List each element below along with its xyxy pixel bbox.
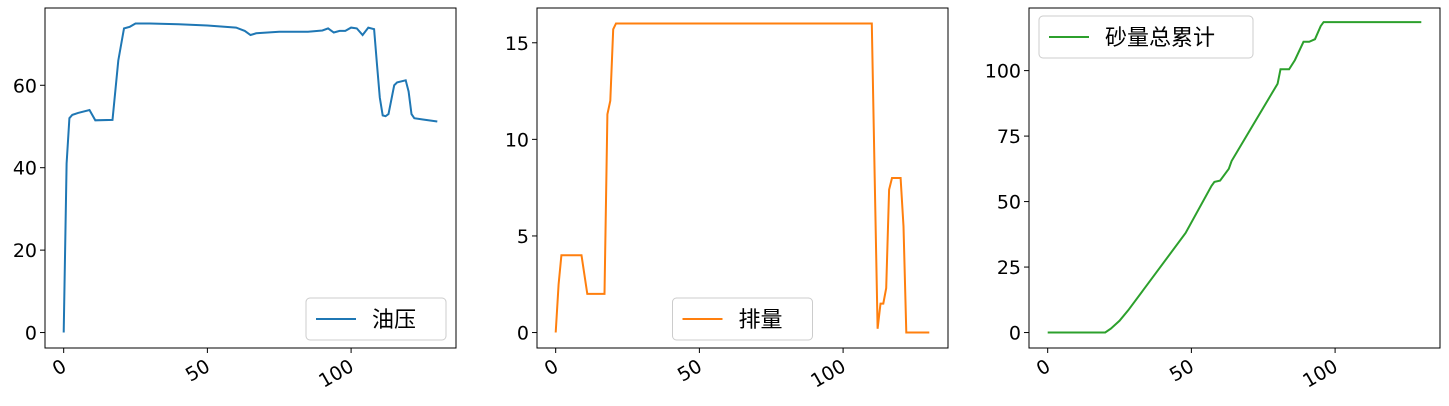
- legend-box: [672, 297, 813, 341]
- y-tick-label: 60: [13, 75, 37, 97]
- subplot: 0 20 40 60 0 50 100 油压: [13, 7, 457, 392]
- x-tick-label: 100: [1299, 355, 1341, 392]
- subplot: 0 25 50 75 100 0 50 100 砂量总累计: [985, 7, 1441, 392]
- x-tick-label: 0: [541, 355, 562, 380]
- y-tick-label: 25: [997, 257, 1021, 279]
- subplot: 0 5 10 15 0 50 100 排量: [505, 7, 949, 392]
- y-tick-label: 0: [1009, 323, 1021, 345]
- axes-frame: [1028, 7, 1441, 349]
- x-tick-label: 0: [1033, 355, 1054, 380]
- y-tick-label: 100: [985, 61, 1021, 83]
- y-tick-label: 20: [13, 240, 37, 262]
- y-tick-label: 0: [517, 323, 529, 345]
- line: [1047, 21, 1422, 334]
- x-tick-label: 50: [1166, 355, 1198, 386]
- x-tick-label: 50: [182, 355, 214, 386]
- axes-frame: [536, 7, 949, 349]
- y-tick-label: 50: [997, 192, 1021, 214]
- y-tick-label: 40: [13, 158, 37, 180]
- y-tick-label: 0: [25, 323, 37, 345]
- line: [554, 22, 930, 334]
- legend-label: 油压: [372, 308, 416, 333]
- line: [62, 22, 438, 333]
- legend-box: [1038, 15, 1254, 59]
- x-tick-label: 100: [315, 355, 357, 392]
- legend-label: 砂量总累计: [1105, 26, 1215, 51]
- y-tick-label: 75: [997, 126, 1021, 148]
- x-tick-label: 100: [807, 355, 849, 392]
- x-tick-label: 0: [49, 355, 70, 380]
- legend-box: [305, 297, 447, 341]
- legend-label: 排量: [739, 308, 783, 333]
- x-tick-label: 50: [674, 355, 706, 386]
- y-tick-label: 5: [517, 226, 529, 248]
- axes-frame: [44, 7, 457, 349]
- y-tick-label: 15: [505, 33, 529, 55]
- y-tick-label: 10: [505, 129, 529, 151]
